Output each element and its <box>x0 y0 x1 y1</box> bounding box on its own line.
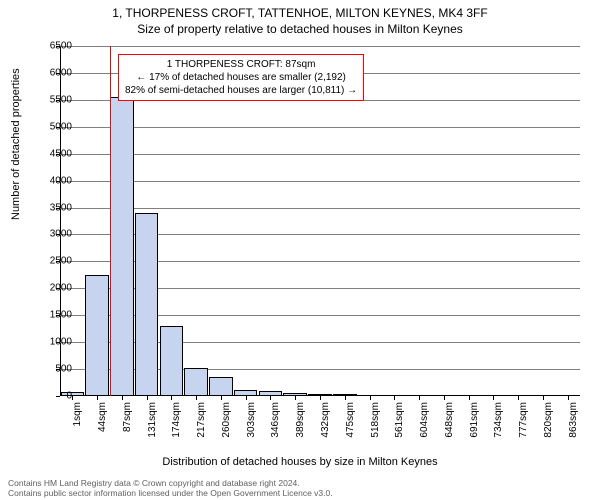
x-tick-mark <box>196 396 197 400</box>
y-tick-label: 1000 <box>50 337 72 348</box>
x-tick-label: 346sqm <box>270 402 281 442</box>
x-tick-mark <box>295 396 296 400</box>
x-tick-mark <box>518 396 519 400</box>
x-tick-label: 518sqm <box>370 402 381 442</box>
x-tick-mark <box>345 396 346 400</box>
x-tick-label: 44sqm <box>97 402 108 442</box>
chart-footer: Contains HM Land Registry data © Crown c… <box>8 478 333 498</box>
x-tick-label: 863sqm <box>568 402 579 442</box>
histogram-bar <box>110 97 134 396</box>
y-tick-label: 6000 <box>50 67 72 78</box>
x-tick-mark <box>122 396 123 400</box>
annotation-box: 1 THORPENESS CROFT: 87sqm ← 17% of detac… <box>118 54 364 101</box>
x-tick-mark <box>147 396 148 400</box>
y-tick-label: 2000 <box>50 283 72 294</box>
x-tick-mark <box>221 396 222 400</box>
gridline <box>60 46 580 47</box>
y-tick-label: 5000 <box>50 121 72 132</box>
x-tick-label: 648sqm <box>444 402 455 442</box>
y-axis-label: Number of detached properties <box>10 68 22 220</box>
x-tick-label: 87sqm <box>122 402 133 442</box>
x-tick-label: 260sqm <box>221 402 232 442</box>
x-tick-label: 561sqm <box>394 402 405 442</box>
y-tick-label: 500 <box>55 364 72 375</box>
chart-title-line1: 1, THORPENESS CROFT, TATTENHOE, MILTON K… <box>0 0 600 20</box>
x-tick-mark <box>419 396 420 400</box>
x-tick-mark <box>370 396 371 400</box>
highlight-line <box>110 46 111 396</box>
x-tick-mark <box>171 396 172 400</box>
x-tick-label: 604sqm <box>419 402 430 442</box>
y-tick-label: 3500 <box>50 202 72 213</box>
y-tick-mark <box>56 396 60 397</box>
annotation-line3: 82% of semi-detached houses are larger (… <box>125 84 357 97</box>
gridline <box>60 208 580 209</box>
x-tick-label: 777sqm <box>518 402 529 442</box>
x-tick-label: 475sqm <box>345 402 356 442</box>
gridline <box>60 181 580 182</box>
x-tick-label: 734sqm <box>493 402 504 442</box>
x-tick-label: 820sqm <box>543 402 554 442</box>
x-tick-mark <box>97 396 98 400</box>
x-tick-label: 303sqm <box>246 402 257 442</box>
x-axis-label: Distribution of detached houses by size … <box>0 456 600 468</box>
y-tick-label: 4000 <box>50 175 72 186</box>
x-tick-mark <box>469 396 470 400</box>
x-tick-mark <box>270 396 271 400</box>
y-tick-label: 0 <box>66 391 72 402</box>
gridline <box>60 154 580 155</box>
x-tick-mark <box>568 396 569 400</box>
annotation-line1: 1 THORPENESS CROFT: 87sqm <box>125 58 357 71</box>
x-tick-mark <box>320 396 321 400</box>
annotation-line2: ← 17% of detached houses are smaller (2,… <box>125 71 357 84</box>
gridline <box>60 127 580 128</box>
x-tick-mark <box>246 396 247 400</box>
y-tick-label: 6500 <box>50 41 72 52</box>
chart-area: 1 THORPENESS CROFT: 87sqm ← 17% of detac… <box>60 46 580 396</box>
x-tick-mark <box>543 396 544 400</box>
x-tick-label: 691sqm <box>469 402 480 442</box>
x-tick-label: 131sqm <box>147 402 158 442</box>
y-tick-label: 5500 <box>50 94 72 105</box>
x-tick-label: 389sqm <box>295 402 306 442</box>
histogram-bar <box>209 377 233 396</box>
x-tick-label: 174sqm <box>171 402 182 442</box>
y-tick-label: 4500 <box>50 148 72 159</box>
x-tick-mark <box>493 396 494 400</box>
footer-line2: Contains public sector information licen… <box>8 488 333 498</box>
x-tick-mark <box>444 396 445 400</box>
histogram-bar <box>184 368 208 396</box>
x-tick-label: 217sqm <box>196 402 207 442</box>
y-tick-label: 1500 <box>50 310 72 321</box>
y-tick-label: 2500 <box>50 256 72 267</box>
y-tick-label: 3000 <box>50 229 72 240</box>
chart-title-line2: Size of property relative to detached ho… <box>0 20 600 36</box>
x-tick-label: 1sqm <box>72 402 83 442</box>
histogram-bar <box>160 326 184 396</box>
x-tick-label: 432sqm <box>320 402 331 442</box>
histogram-bar <box>85 275 109 396</box>
footer-line1: Contains HM Land Registry data © Crown c… <box>8 478 333 488</box>
histogram-bar <box>135 213 159 396</box>
x-tick-mark <box>72 396 73 400</box>
x-tick-mark <box>394 396 395 400</box>
